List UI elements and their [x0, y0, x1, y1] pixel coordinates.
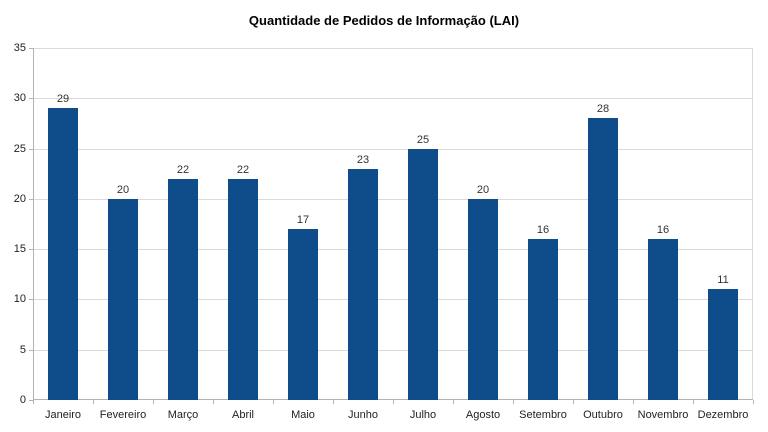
y-axis-tick-label: 15 [13, 243, 26, 256]
x-axis-tick-mark [93, 400, 94, 404]
bar [48, 108, 78, 400]
y-axis-tick-label: 20 [13, 192, 26, 205]
y-axis-tick-mark [29, 98, 33, 99]
x-axis-tick-mark [753, 400, 754, 404]
y-axis-tick-mark [29, 350, 33, 351]
y-axis-tick-label: 25 [13, 142, 26, 155]
x-axis-tick-label: Setembro [519, 409, 567, 421]
x-axis-tick-mark [273, 400, 274, 404]
y-axis-tick-mark [29, 48, 33, 49]
x-axis-tick-mark [153, 400, 154, 404]
bar-value-label: 20 [476, 184, 490, 196]
bar [288, 229, 318, 400]
x-axis-tick-label: Janeiro [44, 409, 82, 421]
bar-value-label: 22 [236, 164, 250, 176]
x-axis-tick-mark [33, 400, 34, 404]
y-axis-tick-mark [29, 400, 33, 401]
bar-value-label: 11 [717, 274, 729, 286]
x-axis-tick-mark [633, 400, 634, 404]
x-axis-tick-mark [693, 400, 694, 404]
x-axis-tick-mark [333, 400, 334, 404]
bar [588, 118, 618, 400]
bar [468, 199, 498, 400]
y-axis-tick-label: 35 [13, 42, 26, 54]
bar [348, 169, 378, 400]
y-axis-line [33, 48, 34, 400]
bar [528, 239, 558, 400]
x-axis-tick-label: Fevereiro [99, 409, 147, 421]
x-axis-tick-mark [213, 400, 214, 404]
x-axis-tick-label: Julho [409, 409, 437, 421]
x-axis-tick-mark [573, 400, 574, 404]
x-axis-line [33, 399, 753, 400]
y-axis-tick-label: 10 [13, 293, 26, 306]
bar-value-label: 16 [536, 224, 550, 236]
bar-value-label: 23 [356, 154, 370, 166]
bar-value-label: 29 [56, 93, 70, 105]
bar [408, 149, 438, 400]
gridline [33, 299, 753, 300]
bar-value-label: 28 [596, 103, 610, 115]
y-axis-tick-mark [29, 299, 33, 300]
y-axis-tick-mark [29, 199, 33, 200]
x-axis-tick-label: Novembro [637, 409, 689, 421]
x-axis-tick-label: Dezembro [697, 409, 749, 421]
chart-title: Quantidade de Pedidos de Informação (LAI… [248, 13, 520, 28]
x-axis-tick-label: Abril [231, 409, 255, 421]
gridline [33, 149, 753, 150]
x-axis-tick-mark [513, 400, 514, 404]
x-axis-tick-mark [393, 400, 394, 404]
bar-value-label: 25 [416, 134, 430, 146]
y-axis-tick-label: 30 [13, 92, 26, 105]
gridline [33, 199, 753, 200]
gridline [33, 350, 753, 351]
y-axis-tick-mark [29, 249, 33, 250]
x-axis-tick-label: Maio [291, 409, 315, 421]
bar [108, 199, 138, 400]
plot-border-right [752, 48, 753, 400]
gridline [33, 48, 753, 49]
bar-value-label: 17 [296, 214, 310, 226]
y-axis-tick-label: 0 [19, 394, 26, 406]
y-axis-tick-label: 5 [19, 343, 26, 356]
bar-value-label: 22 [176, 164, 190, 176]
gridline [33, 249, 753, 250]
bar-value-label: 16 [656, 224, 670, 236]
y-axis-tick-mark [29, 149, 33, 150]
plot-area: 29 20 22 22 17 23 25 20 16 28 16 11 [33, 48, 753, 400]
x-axis-tick-label: Junho [348, 409, 378, 421]
x-axis-tick-label: Agosto [465, 409, 501, 421]
bar [648, 239, 678, 400]
gridline [33, 98, 753, 99]
bar [168, 179, 198, 400]
bar [228, 179, 258, 400]
x-axis-tick-label: Março [167, 409, 199, 421]
bar-value-label: 20 [116, 184, 130, 196]
x-axis-tick-mark [453, 400, 454, 404]
x-axis-tick-label: Outubro [583, 409, 623, 421]
bar [708, 289, 738, 400]
